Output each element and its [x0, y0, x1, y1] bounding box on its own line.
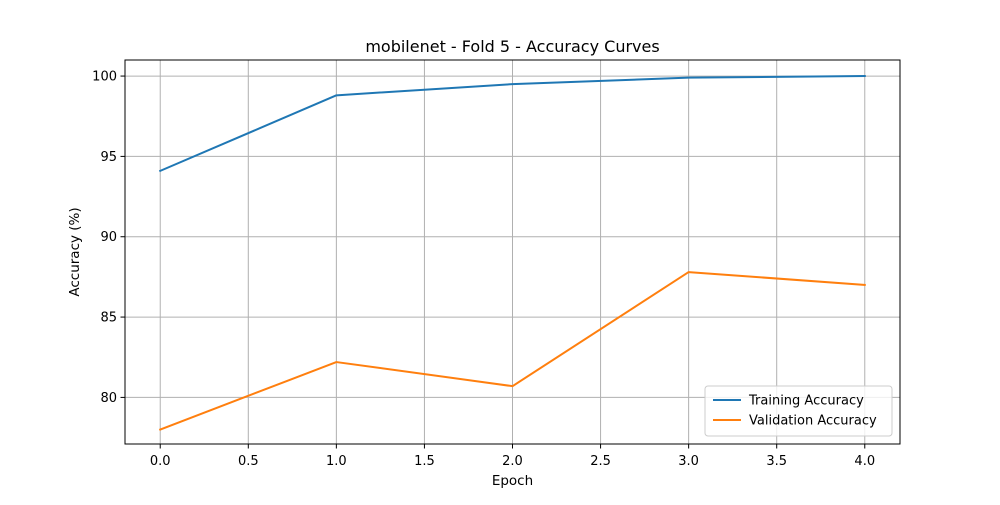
x-tick-label: 4.0	[854, 454, 875, 469]
x-axis-label: Epoch	[492, 473, 533, 489]
x-tick-label: 3.5	[766, 454, 787, 469]
legend-label-validation-accuracy: Validation Accuracy	[749, 414, 877, 429]
training-accuracy-line	[158, 75, 866, 173]
validation-accuracy-line	[158, 271, 866, 431]
x-tick-label: 3.0	[678, 454, 699, 469]
y-tick-label: 100	[92, 70, 117, 85]
x-tick-label: 1.5	[414, 454, 435, 469]
legend-label-training-accuracy: Training Accuracy	[748, 394, 864, 409]
y-tick-label: 80	[100, 391, 117, 406]
y-axis-label: Accuracy (%)	[67, 207, 83, 296]
x-axis-ticks: 0.0 0.5 1.0 1.5 2.0 2.5 3.0 3.5 4.0	[150, 444, 875, 469]
legend: Training Accuracy Validation Accuracy	[704, 385, 893, 437]
chart-title: mobilenet - Fold 5 - Accuracy Curves	[365, 37, 659, 56]
x-tick-label: 2.5	[590, 454, 611, 469]
x-tick-label: 1.0	[326, 454, 347, 469]
legend-box	[704, 385, 893, 437]
y-tick-label: 85	[100, 311, 117, 326]
series-lines	[158, 75, 866, 431]
x-tick-label: 2.0	[502, 454, 523, 469]
x-tick-label: 0.5	[238, 454, 259, 469]
x-tick-label: 0.0	[150, 454, 171, 469]
y-tick-label: 95	[100, 150, 117, 165]
y-axis-ticks: 80 85 90 95 100	[92, 70, 125, 406]
y-tick-label: 90	[100, 230, 117, 245]
